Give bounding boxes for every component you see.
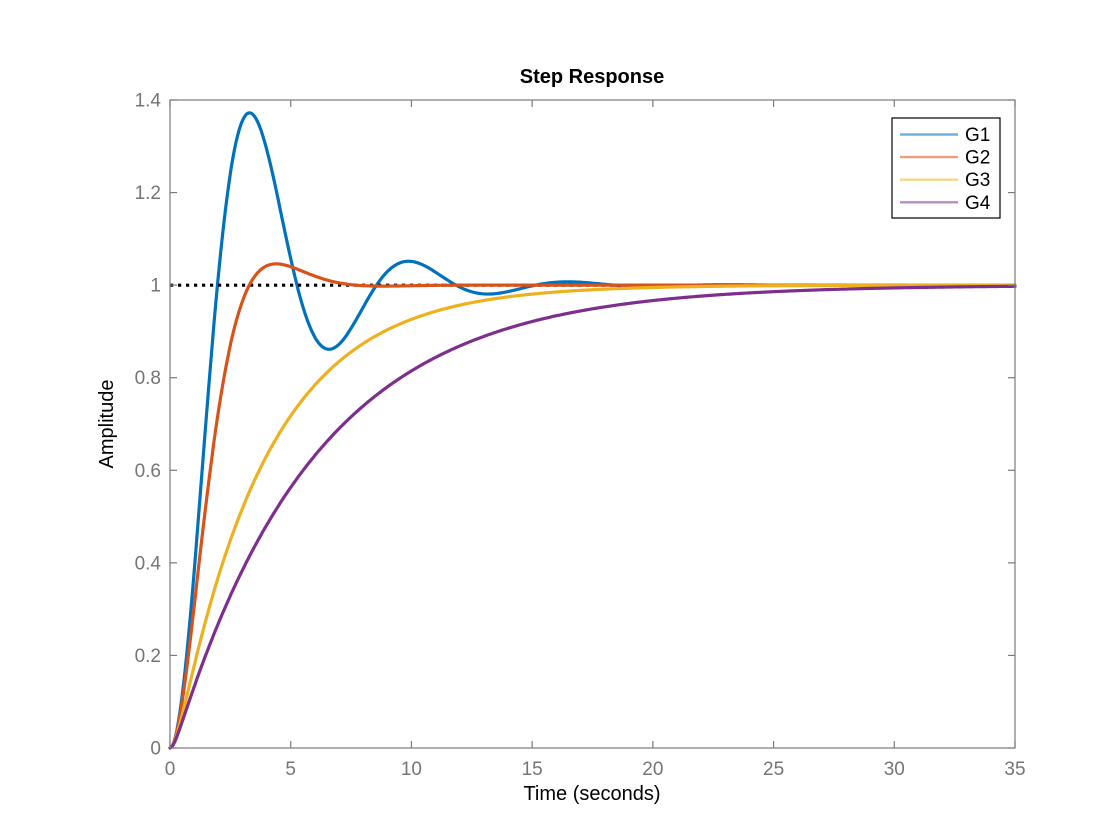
y-tick-label: 0.4 [135, 553, 162, 574]
plot-background [170, 100, 1015, 748]
y-tick-label: 0.6 [135, 461, 161, 482]
chart-title: Step Response [520, 66, 664, 88]
x-tick-label: 5 [285, 759, 296, 780]
y-tick-label: 0.2 [135, 646, 161, 667]
y-axis-label: Amplitude [96, 380, 118, 469]
curves-layer [168, 111, 1017, 750]
y-tick-label: 1 [150, 276, 161, 297]
x-axis-label: Time (seconds) [523, 783, 660, 805]
y-tick-label: 0 [150, 739, 161, 760]
x-tick-label: 30 [884, 759, 905, 780]
x-tick-label: 25 [763, 759, 784, 780]
axes-box [169, 99, 1016, 749]
x-tick-label: 35 [1004, 759, 1025, 780]
y-tick-label: 1.4 [135, 91, 162, 112]
x-tick-label: 0 [165, 759, 176, 780]
ticks-layer: 0 5 10 15 20 25 30 35 0 0.2 0.4 0.6 0.8 1 1.2 1.4 [135, 91, 1026, 781]
legend-label-G2: G2 [965, 148, 990, 169]
legend-label-G4: G4 [965, 193, 991, 214]
series-line-G4 [168, 284, 1017, 750]
legend-label-G3: G3 [965, 170, 990, 191]
x-tick-label: 20 [642, 759, 663, 780]
x-tick-label: 15 [522, 759, 543, 780]
x-tick-label: 10 [401, 759, 422, 780]
series-line-G3 [168, 283, 1017, 750]
y-tick-label: 1.2 [135, 183, 161, 204]
legend-label-G1: G1 [965, 125, 990, 146]
y-tick-label: 0.8 [135, 368, 161, 389]
